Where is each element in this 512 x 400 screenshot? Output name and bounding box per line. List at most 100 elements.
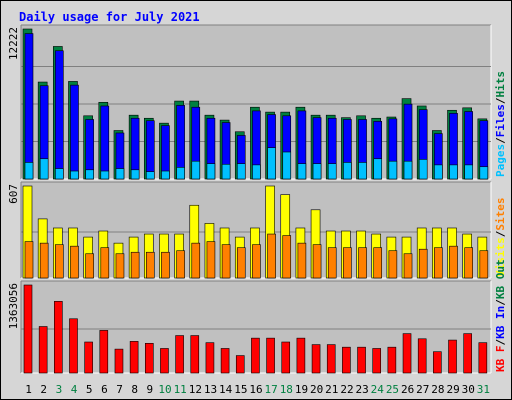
x-tick-label-day-19: 19 [295,383,308,396]
bar-sites-day-20 [312,244,322,279]
x-tick-label-day-28: 28 [431,383,444,396]
bar-sites-day-30 [464,247,473,279]
bar-sites-day-24 [373,247,383,279]
bar-kb-f-day-14 [220,348,230,374]
bar-kb-f-day-10 [160,348,169,374]
bar-sites-day-23 [358,247,367,279]
x-tick-label-day-27: 27 [416,383,429,396]
bar-sites-day-8 [130,251,140,279]
bar-kb-f-day-20 [311,344,321,374]
y-axis-max-label: 607 [7,184,20,204]
legend-separator: / [494,339,507,346]
legend-kb-f: KB F [494,346,507,373]
bar-kb-f-day-5 [84,341,93,374]
bar-files-day-4 [70,84,79,180]
panel-visits_sites: 607 Visits/Sites [7,181,507,279]
bar-sites-day-21 [327,247,337,279]
bar-sites-day-13 [206,241,216,279]
bar-kb-f-day-3 [54,301,63,374]
chart-panels: 12222Pages/Files/Hits607Visits/Sites1363… [7,24,507,374]
bar-kb-f-day-11 [175,335,184,374]
x-tick-label-day-23: 23 [356,383,369,396]
bar-sites-day-22 [343,247,352,279]
bar-pages-day-13 [206,163,216,180]
bar-pages-day-10 [161,170,170,180]
right-series-legend: KB F/KB In/KB Out [494,259,507,372]
x-tick-label-day-3: 3 [56,383,63,396]
bar-sites-day-15 [236,247,246,279]
bar-pages-day-6 [100,170,110,180]
legend-separator: / [494,299,507,306]
bar-kb-f-day-31 [478,342,488,374]
bar-pages-day-17 [267,147,276,180]
bar-pages-day-28 [434,164,443,180]
bar-sites-day-17 [267,233,276,279]
bar-pages-day-16 [252,164,261,180]
legend-visits: Visits [494,237,507,277]
bar-pages-day-19 [297,163,307,180]
x-tick-label-day-1: 1 [25,383,32,396]
x-tick-label-day-2: 2 [40,383,47,396]
bar-sites-day-3 [55,244,64,279]
legend-sites: Sites [494,198,507,231]
bar-pages-day-4 [70,170,79,180]
bar-kb-f-day-25 [387,346,397,374]
bar-kb-f-day-13 [205,342,215,374]
bar-sites-day-1 [24,241,34,279]
x-tick-label-day-10: 10 [158,383,171,396]
bar-sites-day-26 [403,253,413,279]
x-tick-label-day-8: 8 [131,383,138,396]
x-tick-label-day-24: 24 [371,383,385,396]
x-tick-label-day-12: 12 [189,383,202,396]
bar-kb-f-day-12 [190,335,200,374]
legend-separator: / [494,230,507,237]
bar-sites-day-28 [434,247,443,279]
bar-sites-day-4 [70,245,79,279]
bar-kb-f-day-29 [448,339,457,374]
bar-pages-day-3 [55,168,64,180]
bar-sites-day-12 [191,242,201,279]
bar-kb-f-day-30 [463,333,472,374]
bar-kb-f-day-24 [372,348,382,374]
x-tick-label-day-21: 21 [325,383,338,396]
bar-files-day-9 [145,120,155,180]
x-tick-label-day-20: 20 [310,383,323,396]
legend-hits: Hits [494,71,507,98]
x-tick-label-day-29: 29 [446,383,459,396]
bar-sites-day-2 [39,242,49,279]
x-tick-label-day-7: 7 [116,383,123,396]
bar-pages-day-21 [327,163,337,180]
bar-pages-day-20 [312,163,322,180]
bar-pages-day-25 [388,160,398,180]
bar-kb-f-day-7 [114,348,124,374]
bar-pages-day-2 [39,158,49,180]
bar-pages-day-9 [145,171,155,180]
x-tick-label-day-13: 13 [204,383,217,396]
bar-kb-f-day-19 [296,337,306,374]
bar-pages-day-26 [403,160,413,180]
bar-sites-day-19 [297,242,307,279]
bar-sites-day-27 [418,248,428,279]
bar-pages-day-24 [373,158,383,180]
bar-kb-f-day-4 [69,318,78,374]
bar-sites-day-6 [100,247,110,279]
bar-pages-day-30 [464,164,473,180]
bar-sites-day-31 [479,250,489,279]
chart-title: Daily usage for July 2021 [19,10,200,24]
legend-files: Files [494,104,507,137]
legend-separator: / [494,97,507,104]
x-tick-label-day-15: 15 [234,383,247,396]
bar-kb-f-day-21 [326,344,336,374]
x-tick-label-day-26: 26 [401,383,414,396]
x-tick-label-day-9: 9 [147,383,154,396]
legend-separator: / [494,137,507,144]
bar-files-day-3 [55,50,64,180]
bar-kb-f-day-15 [235,355,245,374]
x-tick-label-day-22: 22 [340,383,353,396]
bar-kb-f-day-6 [99,330,109,374]
bar-pages-day-31 [479,166,489,180]
x-tick-label-day-16: 16 [249,383,262,396]
